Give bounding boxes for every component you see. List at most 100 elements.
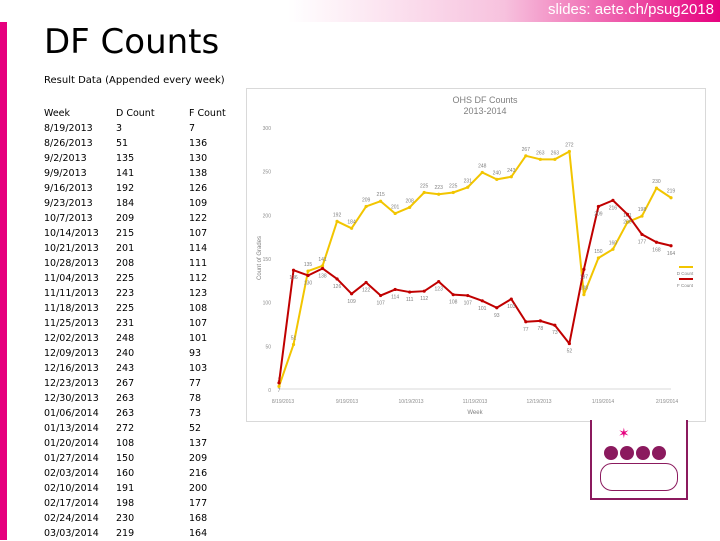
d-count-cell: 198: [116, 498, 135, 509]
d-count-cell: 272: [116, 423, 135, 434]
series-line-d-count: [278, 150, 672, 387]
chart-title: OHS DF Counts: [452, 95, 518, 105]
data-label: 108: [449, 300, 458, 306]
data-point: [669, 196, 673, 200]
data-point: [553, 157, 557, 161]
week-cell: 10/28/2013: [44, 258, 99, 269]
data-point: [567, 341, 571, 346]
d-count-cell: 209: [116, 213, 135, 224]
data-label: 135: [304, 262, 313, 268]
d-count-cell: 135: [116, 153, 135, 164]
data-label: 101: [478, 306, 487, 312]
week-cell: 01/06/2014: [44, 408, 99, 419]
column-header-week: Week: [44, 108, 71, 119]
d-count-cell: 141: [116, 168, 135, 179]
d-count-cell: 263: [116, 393, 135, 404]
data-point: [640, 232, 644, 237]
data-point: [320, 266, 325, 271]
legend-label: F Count: [677, 283, 694, 288]
d-count-cell: 201: [116, 243, 135, 254]
x-tick-label: 12/19/2013: [526, 399, 551, 405]
week-cell: 02/10/2014: [44, 483, 99, 494]
y-tick-label: 250: [263, 170, 272, 176]
data-label: 200: [623, 219, 632, 225]
data-point: [480, 170, 484, 175]
data-label: 219: [667, 189, 676, 195]
f-count-cell: 137: [189, 438, 208, 449]
table-row: 02/03/2014 160 216: [44, 466, 239, 481]
week-cell: 9/2/2013: [44, 153, 87, 164]
data-label: 93: [494, 313, 500, 319]
data-point: [364, 280, 368, 285]
f-count-cell: 77: [189, 378, 202, 389]
data-point: [451, 293, 455, 297]
table-row: 11/11/2013 223 123: [44, 286, 239, 301]
data-label: 114: [391, 294, 399, 300]
f-count-cell: 107: [189, 318, 208, 329]
f-count-cell: 168: [189, 513, 208, 524]
top-banner: slides: aete.ch/psug2018: [0, 0, 720, 22]
data-label: 112: [420, 296, 428, 302]
data-point: [335, 219, 339, 223]
data-label: 223: [435, 185, 444, 191]
data-label: 7: [278, 388, 281, 394]
logo-dot-icon: [620, 446, 634, 460]
data-label: 123: [435, 287, 444, 293]
y-tick-label: 50: [265, 344, 271, 350]
data-point: [480, 299, 484, 303]
data-label: 136: [289, 275, 298, 281]
table-row: 11/25/2013 231 107: [44, 316, 239, 331]
data-label: 111: [406, 297, 414, 303]
data-point: [509, 297, 513, 301]
data-label: 231: [464, 178, 473, 184]
week-cell: 02/17/2014: [44, 498, 99, 509]
data-label: 168: [652, 247, 661, 253]
f-count-cell: 123: [189, 288, 208, 299]
d-count-cell: 240: [116, 348, 135, 359]
data-point: [611, 247, 615, 251]
table-row: 12/09/2013 240 93: [44, 346, 239, 361]
data-label: 209: [594, 211, 603, 217]
d-count-cell: 150: [116, 453, 135, 464]
f-count-cell: 114: [189, 243, 208, 254]
data-point: [291, 268, 296, 272]
week-cell: 12/02/2013: [44, 333, 99, 344]
y-tick-label: 200: [263, 213, 272, 219]
data-point: [451, 190, 455, 195]
week-cell: 12/23/2013: [44, 378, 99, 389]
week-cell: 11/04/2013: [44, 273, 99, 284]
data-point: [277, 381, 281, 385]
data-point: [379, 293, 383, 298]
table-row: 8/19/2013 3 7: [44, 121, 239, 136]
data-label: 216: [609, 205, 618, 211]
data-label: 225: [420, 184, 429, 190]
y-tick-label: 300: [263, 126, 272, 132]
table-row: 10/28/2013 208 111: [44, 256, 239, 271]
f-count-cell: 138: [189, 168, 208, 179]
d-count-cell: 192: [116, 183, 135, 194]
week-cell: 9/9/2013: [44, 168, 87, 179]
x-tick-label: 1/19/2014: [592, 399, 614, 405]
legend-label: D Count: [677, 271, 694, 276]
week-cell: 10/7/2013: [44, 213, 93, 224]
data-point: [654, 186, 659, 190]
data-point: [320, 264, 325, 268]
x-tick-label: 11/19/2013: [463, 399, 488, 405]
table-row: 01/20/2014 108 137: [44, 436, 239, 451]
table-row: 01/13/2014 272 52: [44, 421, 239, 436]
data-label: 107: [464, 301, 473, 307]
week-cell: 02/03/2014: [44, 468, 99, 479]
f-count-cell: 209: [189, 453, 208, 464]
week-cell: 01/27/2014: [44, 453, 99, 464]
data-point: [277, 384, 281, 388]
data-label: 201: [391, 204, 400, 210]
column-header-d-count: D Count: [116, 108, 155, 119]
y-axis-label: Count of Grades: [257, 236, 263, 280]
series-line-f-count: [278, 199, 672, 384]
slide-title: DF Counts: [44, 22, 220, 62]
data-point: [306, 273, 310, 278]
f-count-cell: 126: [189, 183, 208, 194]
table-row: 12/23/2013 267 77: [44, 376, 239, 391]
f-count-cell: 164: [189, 528, 208, 539]
data-point: [349, 226, 354, 230]
